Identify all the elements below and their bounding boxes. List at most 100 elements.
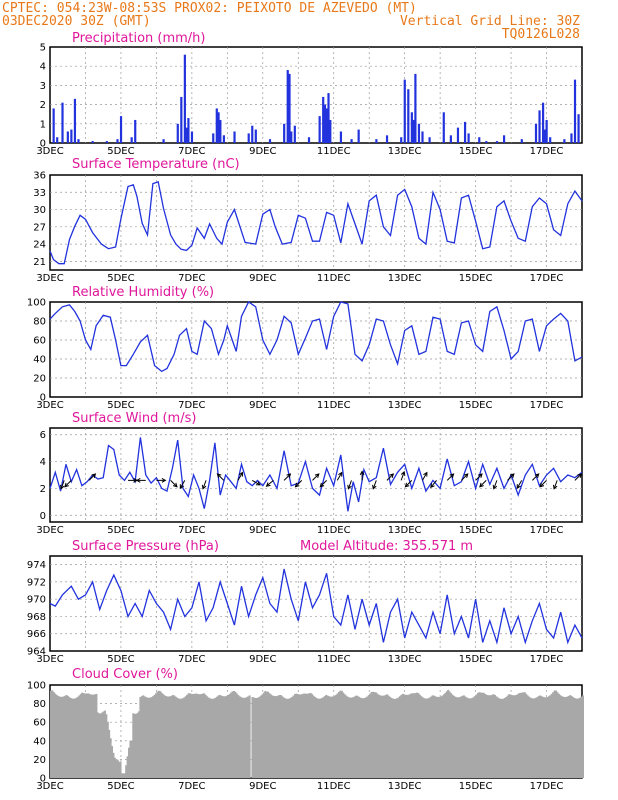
cloud-bar xyxy=(295,693,298,778)
cloud-bar xyxy=(289,697,292,778)
y-tick-label: 6 xyxy=(40,430,46,441)
cloud-bar xyxy=(215,696,219,778)
cloud-bar xyxy=(549,695,552,778)
wind-arrow-head xyxy=(179,484,184,490)
precip-bar xyxy=(407,89,410,143)
cloud-bar xyxy=(136,713,139,778)
cloud-bar xyxy=(366,696,369,778)
wind-arrow-head xyxy=(294,482,300,488)
cloud-bar xyxy=(374,692,377,778)
wind-arrow xyxy=(312,473,320,481)
cloud-bar xyxy=(450,693,453,778)
cloud-bar xyxy=(82,693,85,778)
cloud-bar xyxy=(102,711,105,778)
cloud-bar xyxy=(261,694,264,778)
cloud-bar xyxy=(562,696,565,778)
cloud-bar xyxy=(383,695,386,778)
panel-frame xyxy=(49,555,583,652)
cloud-bar xyxy=(221,696,224,778)
cloud-bar xyxy=(345,695,348,778)
cloud-bar xyxy=(454,696,457,778)
wind-arrow-shaft xyxy=(170,480,178,488)
cloud-bar xyxy=(129,740,132,778)
wind-arrow xyxy=(216,473,225,481)
cloud-bar xyxy=(336,693,339,778)
cloud-bar xyxy=(285,698,288,778)
cloud-bar xyxy=(103,710,106,778)
y-tick-label: 0 xyxy=(40,511,46,522)
cloud-bar xyxy=(457,697,460,778)
wind-arrow-shaft xyxy=(479,480,487,488)
cloud-bar xyxy=(220,695,223,778)
x-tick-label: 7DEC xyxy=(178,146,205,157)
precip-bar xyxy=(52,108,55,143)
wind-arrow xyxy=(552,480,558,490)
precip-bar xyxy=(520,139,523,143)
x-tick-label: 7DEC xyxy=(178,273,205,284)
cloud-bar xyxy=(486,695,489,778)
panel-6: Cloud Cover (%) 0 20 40 60 80 100 3DEC 5DEC 7DEC 9… xyxy=(27,667,585,792)
cloud-bar xyxy=(142,695,145,778)
cloud-bar xyxy=(59,696,62,778)
cloud-bar xyxy=(50,690,53,778)
cloud-bar xyxy=(278,695,281,778)
wind-arrow-shaft xyxy=(531,473,540,481)
cloud-bar xyxy=(126,756,129,778)
precip-bar xyxy=(400,137,403,143)
y-tick-label: 0 xyxy=(40,393,46,404)
cloud-bar xyxy=(410,693,413,778)
precip-bar xyxy=(56,137,59,143)
cloud-bar xyxy=(112,752,115,778)
cloud-bar xyxy=(370,691,373,778)
cloud-bar xyxy=(362,698,365,778)
cloud-bar xyxy=(197,694,200,778)
cloud-bar xyxy=(147,697,150,778)
x-tick-label: 3DEC xyxy=(36,654,63,665)
y-tick-label: 20 xyxy=(33,755,46,766)
precip-bar xyxy=(339,131,343,143)
cloud-bar xyxy=(265,691,268,778)
cloud-bar xyxy=(515,694,518,778)
cloud-bar xyxy=(57,695,60,778)
cloud-bar xyxy=(485,694,488,778)
cloud-bar xyxy=(326,695,329,778)
cloud-bar xyxy=(281,696,284,778)
precip-bar xyxy=(66,131,69,143)
x-tick-label: 15DEC xyxy=(459,146,493,157)
cloud-bar xyxy=(536,696,539,778)
cloud-bar xyxy=(552,692,555,778)
cloud-bar xyxy=(242,697,245,778)
cloud-bar xyxy=(125,765,128,778)
cloud-bar xyxy=(309,692,312,778)
precip-bar xyxy=(283,123,286,143)
y-tick-label: 974 xyxy=(27,560,46,571)
cloud-bar xyxy=(569,695,572,778)
cloud-bar xyxy=(329,696,332,778)
panel-title: Surface Temperature (nC) xyxy=(72,157,240,172)
wind-arrow-head xyxy=(135,478,141,483)
cloud-bar xyxy=(495,696,498,778)
x-tick-label: 13DEC xyxy=(388,400,422,411)
cloud-bar xyxy=(93,694,96,778)
wind-arrow xyxy=(479,480,487,488)
cloud-bar xyxy=(502,698,505,778)
cloud-bar xyxy=(377,694,380,778)
cloud-bar xyxy=(469,698,472,778)
cloud-bar xyxy=(113,757,116,778)
precip-bar xyxy=(187,118,190,143)
precip-bar xyxy=(541,102,545,143)
x-tick-label: 11DEC xyxy=(317,146,351,157)
cloud-bar xyxy=(79,693,82,778)
y-tick-label: 3 xyxy=(40,81,46,92)
wind-arrow xyxy=(531,473,540,481)
cloud-bar xyxy=(65,695,68,778)
cloud-bar xyxy=(200,694,203,778)
precip-bar xyxy=(428,137,431,143)
wind-arrow xyxy=(446,473,455,481)
wind-arrow xyxy=(386,473,395,481)
cloud-bar xyxy=(193,693,196,778)
cloud-bar xyxy=(481,692,484,778)
cloud-bar xyxy=(58,696,61,778)
cloud-bar xyxy=(369,693,372,778)
cloud-bar xyxy=(496,697,499,778)
